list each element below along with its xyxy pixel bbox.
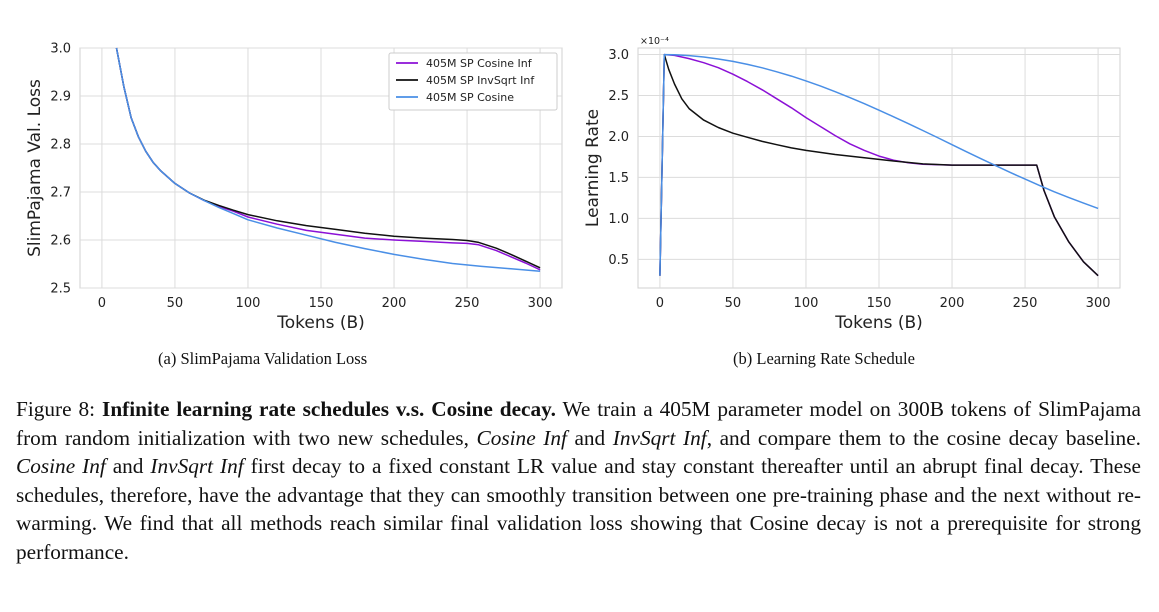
legend-box: [388, 52, 558, 111]
x-tick-label: 150: [867, 296, 892, 311]
y-tick-label: 1.5: [608, 171, 629, 186]
caption-text: first decay to a fixed constant LR value…: [16, 454, 1141, 564]
caption-title: Infinite learning rate schedules v.s. Co…: [102, 397, 556, 421]
subcaption-b: (b) Learning Rate Schedule: [733, 349, 915, 368]
y-tick-label: 2.8: [50, 138, 71, 153]
scale-multiplier-label: ×10⁻⁴: [640, 36, 669, 47]
caption-text: , and compare them to the cosine decay b…: [706, 425, 1141, 450]
series-line-cosine: [659, 53, 1099, 276]
y-tick-label: 2.9: [50, 90, 71, 105]
x-tick-label: 200: [382, 296, 407, 311]
x-axis-label: Tokens (B): [834, 313, 923, 333]
legend-label-cosine: 405M SP Cosine: [426, 91, 514, 104]
figure: 0 50 100 150 200 250 300 2.5 2.6 2.7 2.8 2.9 3.0 Tok…: [25, 36, 1121, 333]
y-tick-label: 1.0: [608, 212, 629, 227]
y-tick-label: 2.5: [50, 282, 71, 297]
chart-learning-rate: 0 50 100 150 200 250 300 0.5 1.0 1.5 2.0 2.5 3.0 ×10…: [583, 36, 1121, 333]
caption-label: Figure 8:: [16, 397, 103, 421]
x-axis-label: Tokens (B): [276, 313, 365, 333]
subcaption-a: (a) SlimPajama Validation Loss: [158, 349, 368, 368]
chart-validation-loss: 0 50 100 150 200 250 300 2.5 2.6 2.7 2.8 2.9 3.0 Tok…: [25, 42, 563, 333]
caption-emph: InvSqrt Inf: [150, 454, 244, 479]
legend-label-invsqrt-inf: 405M SP InvSqrt Inf: [426, 74, 535, 87]
series-line-405m-sp-cosine: [115, 47, 541, 272]
caption-text: and: [105, 454, 151, 479]
y-tick-label: 3.0: [608, 48, 629, 63]
y-axis-label: Learning Rate: [583, 109, 603, 227]
x-tick-label: 200: [940, 296, 965, 311]
x-tick-label: 300: [1086, 296, 1111, 311]
x-tick-label: 300: [528, 296, 553, 311]
y-tick-label: 2.7: [50, 186, 71, 201]
y-tick-label: 2.6: [50, 234, 71, 249]
caption-text: and: [566, 425, 613, 450]
y-axis-label: SlimPajama Val. Loss: [25, 79, 45, 257]
y-tick-label: 3.0: [50, 42, 71, 57]
x-tick-label: 50: [167, 296, 184, 311]
x-tick-label: 100: [236, 296, 261, 311]
x-tick-label: 150: [309, 296, 334, 311]
x-tick-label: 250: [1013, 296, 1038, 311]
caption-emph: InvSqrt Inf: [612, 425, 707, 450]
series-line-invsqrt-inf: [659, 53, 1099, 277]
figure-caption: Figure 8: Infinite learning rate schedul…: [16, 395, 1141, 567]
x-tick-label: 250: [455, 296, 480, 311]
y-tick-label: 2.0: [608, 130, 629, 145]
x-tick-label: 50: [725, 296, 742, 311]
y-tick-label: 0.5: [608, 253, 629, 268]
x-tick-label: 0: [656, 296, 664, 311]
x-tick-label: 100: [794, 296, 819, 311]
legend-label-cosine-inf: 405M SP Cosine Inf: [426, 57, 533, 70]
y-tick-label: 2.5: [608, 89, 629, 104]
legend: 405M SP Cosine Inf 405M SP InvSqrt Inf 4…: [388, 52, 558, 111]
caption-text: We train a 405M parameter model on 300B …: [16, 397, 1142, 450]
x-tick-label: 0: [98, 296, 106, 311]
caption-emph: Cosine Inf: [476, 425, 567, 450]
caption-emph: Cosine Inf: [16, 454, 106, 479]
